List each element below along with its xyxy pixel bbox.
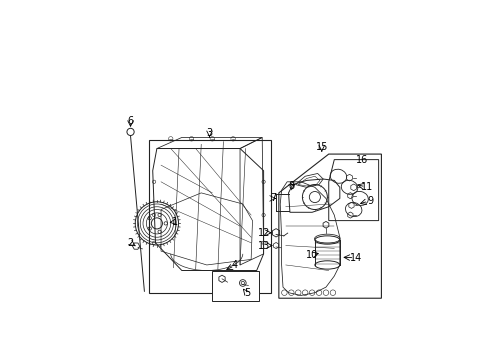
Bar — [148, 140, 270, 293]
Text: 3: 3 — [206, 128, 213, 138]
Text: 4: 4 — [231, 260, 238, 270]
Text: 5: 5 — [244, 288, 250, 298]
Text: 1: 1 — [172, 217, 178, 227]
Text: 8: 8 — [288, 181, 294, 191]
Text: 2: 2 — [127, 238, 134, 248]
Text: 14: 14 — [350, 253, 363, 263]
Bar — [212, 270, 259, 301]
Text: 10: 10 — [306, 250, 318, 260]
Text: 13: 13 — [258, 240, 270, 251]
Text: 12: 12 — [258, 228, 270, 238]
Text: 6: 6 — [127, 116, 134, 126]
Text: 15: 15 — [316, 142, 328, 152]
Text: 9: 9 — [368, 196, 373, 206]
Text: 11: 11 — [362, 183, 374, 192]
Text: 7: 7 — [270, 193, 276, 203]
Text: 16: 16 — [356, 155, 368, 165]
